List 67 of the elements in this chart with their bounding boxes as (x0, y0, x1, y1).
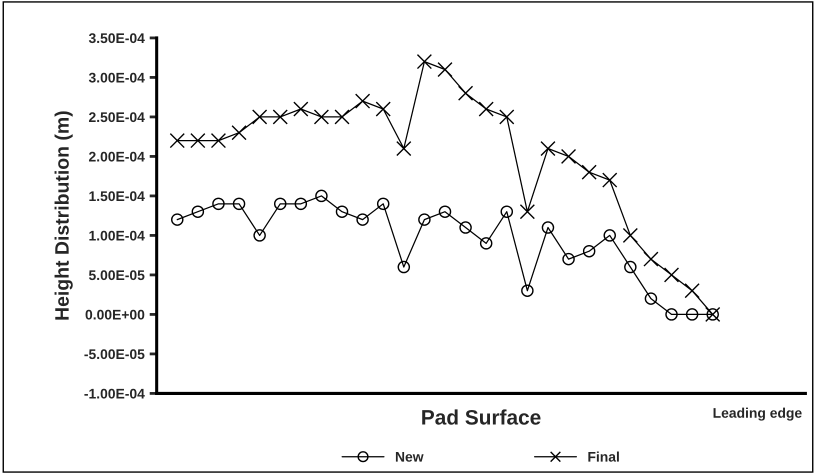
point (376, 198, 390, 210)
point (315, 190, 328, 202)
point (560, 148, 576, 164)
y-tick-label: 3.50E-04 (88, 33, 145, 44)
point (644, 292, 658, 305)
point (684, 283, 700, 298)
point (542, 221, 554, 234)
point (294, 198, 308, 210)
point (665, 308, 678, 321)
point (622, 228, 638, 244)
y-tick-label: 2.50E-04 (88, 112, 145, 122)
legend-label: New (396, 452, 424, 462)
point (480, 237, 492, 250)
point (582, 244, 596, 258)
point (499, 109, 514, 125)
point (210, 132, 226, 148)
point (252, 109, 268, 125)
y-tick-label: 2.00E-04 (88, 152, 145, 162)
point (500, 205, 514, 218)
y-tick-label: -1.00E-04 (84, 388, 145, 399)
point (562, 252, 575, 266)
point (416, 54, 432, 70)
point (521, 284, 534, 297)
point (437, 62, 453, 78)
point (170, 132, 185, 148)
y-tick-label: 1.50E-04 (89, 191, 145, 202)
text: Leading edge (714, 408, 802, 421)
point (356, 213, 369, 226)
point (272, 109, 288, 125)
point (540, 140, 556, 156)
y-tick-label: 3.00E-04 (88, 72, 145, 83)
point (354, 93, 370, 109)
y-axis-title: Height Distribution (m) (54, 111, 73, 320)
point (458, 86, 474, 101)
y-tick-label: 0.00E+00 (86, 310, 144, 320)
y-tick-label: 1.00E-04 (89, 230, 145, 241)
point (624, 260, 637, 274)
point (232, 198, 246, 210)
point (190, 132, 206, 148)
point (171, 213, 184, 226)
point (192, 205, 204, 218)
point (686, 308, 698, 321)
point (314, 109, 330, 125)
point (253, 229, 266, 242)
y-tick-label: 5.00E-05 (88, 270, 144, 280)
point (398, 260, 410, 274)
point (664, 267, 680, 283)
point (376, 101, 391, 117)
x-axis-title: Pad Surface (422, 409, 541, 425)
y-tick-label: -5.00E-05 (84, 349, 144, 360)
point (418, 213, 431, 226)
legend-label: Final (588, 452, 619, 462)
point (478, 101, 494, 117)
point (602, 172, 618, 188)
point (334, 109, 350, 125)
point (582, 164, 597, 180)
point (438, 205, 452, 218)
point (336, 205, 348, 218)
point (293, 101, 308, 117)
point (520, 204, 536, 220)
point (274, 198, 286, 210)
point (396, 140, 412, 156)
point (643, 251, 659, 267)
point (212, 198, 225, 210)
point (603, 229, 616, 242)
point (231, 125, 247, 140)
point (459, 221, 472, 234)
